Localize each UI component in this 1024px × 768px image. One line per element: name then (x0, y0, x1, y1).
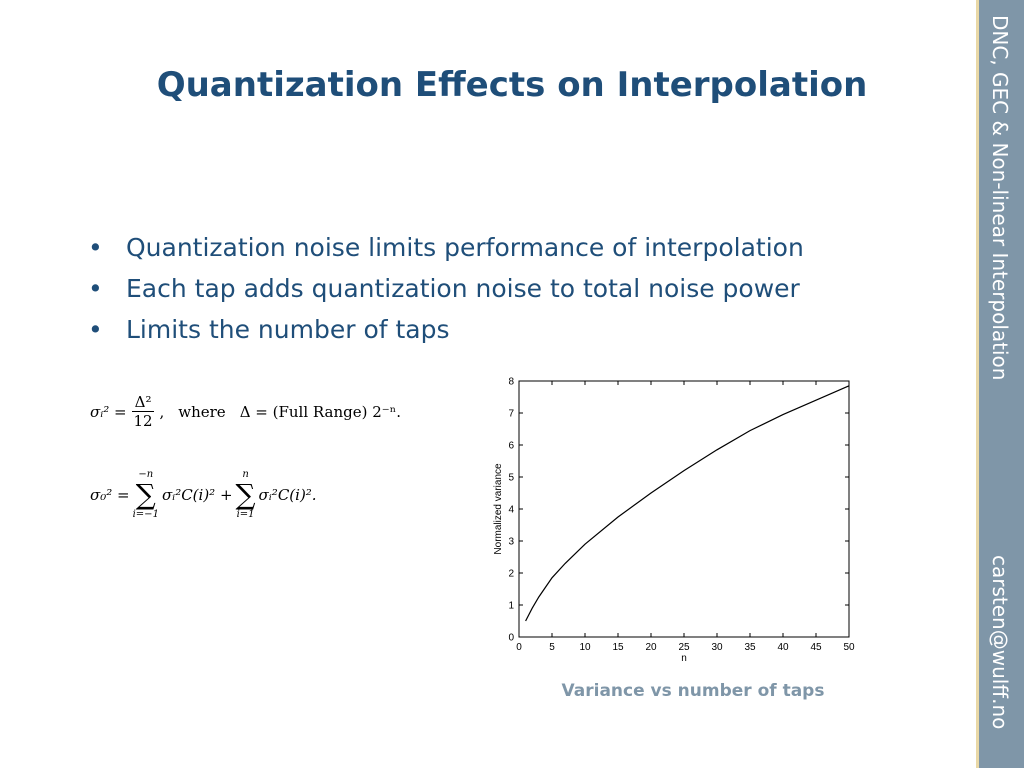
sum-upper-limit: −n (138, 469, 154, 480)
bullet-text: Each tap adds quantization noise to tota… (126, 274, 800, 303)
variance-formula: σᵢ² = Δ² 12 , where Δ = (Full Range) 2⁻ⁿ… (90, 388, 420, 436)
formula-where: where (178, 403, 226, 421)
y-tick-label: 7 (508, 409, 514, 420)
formula-term: σᵢ²C(i)² + (161, 486, 233, 504)
y-tick-label: 8 (508, 377, 514, 388)
bullet-text: Limits the number of taps (126, 315, 450, 344)
sidebar-title: DNC, GEC & Non-linear Interpolation (988, 15, 1012, 381)
x-tick-label: 5 (549, 642, 555, 653)
sigma-glyph: ∑ (235, 478, 256, 511)
sum-upper-limit: n (242, 469, 249, 480)
y-tick-label: 5 (508, 473, 514, 484)
sum-symbol: n ∑ i=1 (236, 469, 256, 521)
y-tick-label: 1 (508, 601, 514, 612)
bullet-marker: • (88, 315, 103, 344)
bullet-item: • Limits the number of taps (88, 309, 804, 350)
formula-term: σᵢ²C(i)². (258, 486, 317, 504)
bullet-marker: • (88, 233, 103, 262)
sidebar (976, 0, 1024, 768)
y-tick-label: 3 (508, 537, 514, 548)
bullet-item: • Quantization noise limits performance o… (88, 227, 804, 268)
x-tick-label: 15 (612, 642, 624, 653)
formula-lhs: σᵢ² = (90, 403, 127, 421)
plot-frame (518, 380, 850, 638)
y-tick-label: 2 (508, 569, 514, 580)
x-tick-label: 40 (777, 642, 789, 653)
x-tick-label: 0 (516, 642, 522, 653)
formula-separator: , (159, 403, 165, 421)
figure-caption: Variance vs number of taps (561, 681, 825, 701)
sidebar-email: carsten@wulff.no (988, 555, 1012, 730)
variance-curve (525, 385, 850, 622)
sum-lower-limit: i=−1 (132, 509, 159, 520)
x-tick-label: 25 (678, 642, 690, 653)
x-tick-label: 45 (810, 642, 822, 653)
formula-block: σᵢ² = Δ² 12 , where Δ = (Full Range) 2⁻ⁿ… (90, 388, 420, 524)
y-tick-label: 0 (508, 633, 514, 644)
bullet-item: • Each tap adds quantization noise to tot… (88, 268, 804, 309)
bullet-marker: • (88, 274, 103, 303)
sigma-glyph: ∑ (135, 478, 156, 511)
formula-lhs: σ₀² = (90, 486, 130, 504)
fraction-denominator: 12 (133, 412, 153, 430)
formula-rhs: Δ = (Full Range) 2⁻ⁿ. (239, 403, 401, 421)
bullet-text: Quantization noise limits performance of… (126, 233, 804, 262)
x-tick-label: 20 (645, 642, 657, 653)
x-tick-label: 10 (579, 642, 591, 653)
sum-symbol: −n ∑ i=−1 (133, 469, 159, 521)
y-axis-label: Normalized variance (493, 463, 504, 555)
bullet-list: • Quantization noise limits performance o… (88, 227, 804, 350)
slide-title: Quantization Effects on Interpolation (156, 65, 868, 105)
y-tick-label: 4 (508, 505, 514, 516)
x-tick-label: 50 (843, 642, 855, 653)
formula-fraction: Δ² 12 (131, 394, 155, 430)
x-axis-label: n (681, 653, 687, 664)
x-tick-label: 35 (744, 642, 756, 653)
variance-chart: 0 5 10 15 20 25 30 35 40 45 50012345678nNormalized… (493, 377, 855, 665)
fraction-numerator: Δ² (131, 394, 155, 412)
y-tick-label: 6 (508, 441, 514, 452)
x-tick-label: 30 (711, 642, 723, 653)
sum-lower-limit: i=1 (236, 509, 255, 520)
total-noise-formula: σ₀² = −n ∑ i=−1 σᵢ²C(i)² + n ∑ i=1 σᵢ²C(… (90, 466, 420, 524)
